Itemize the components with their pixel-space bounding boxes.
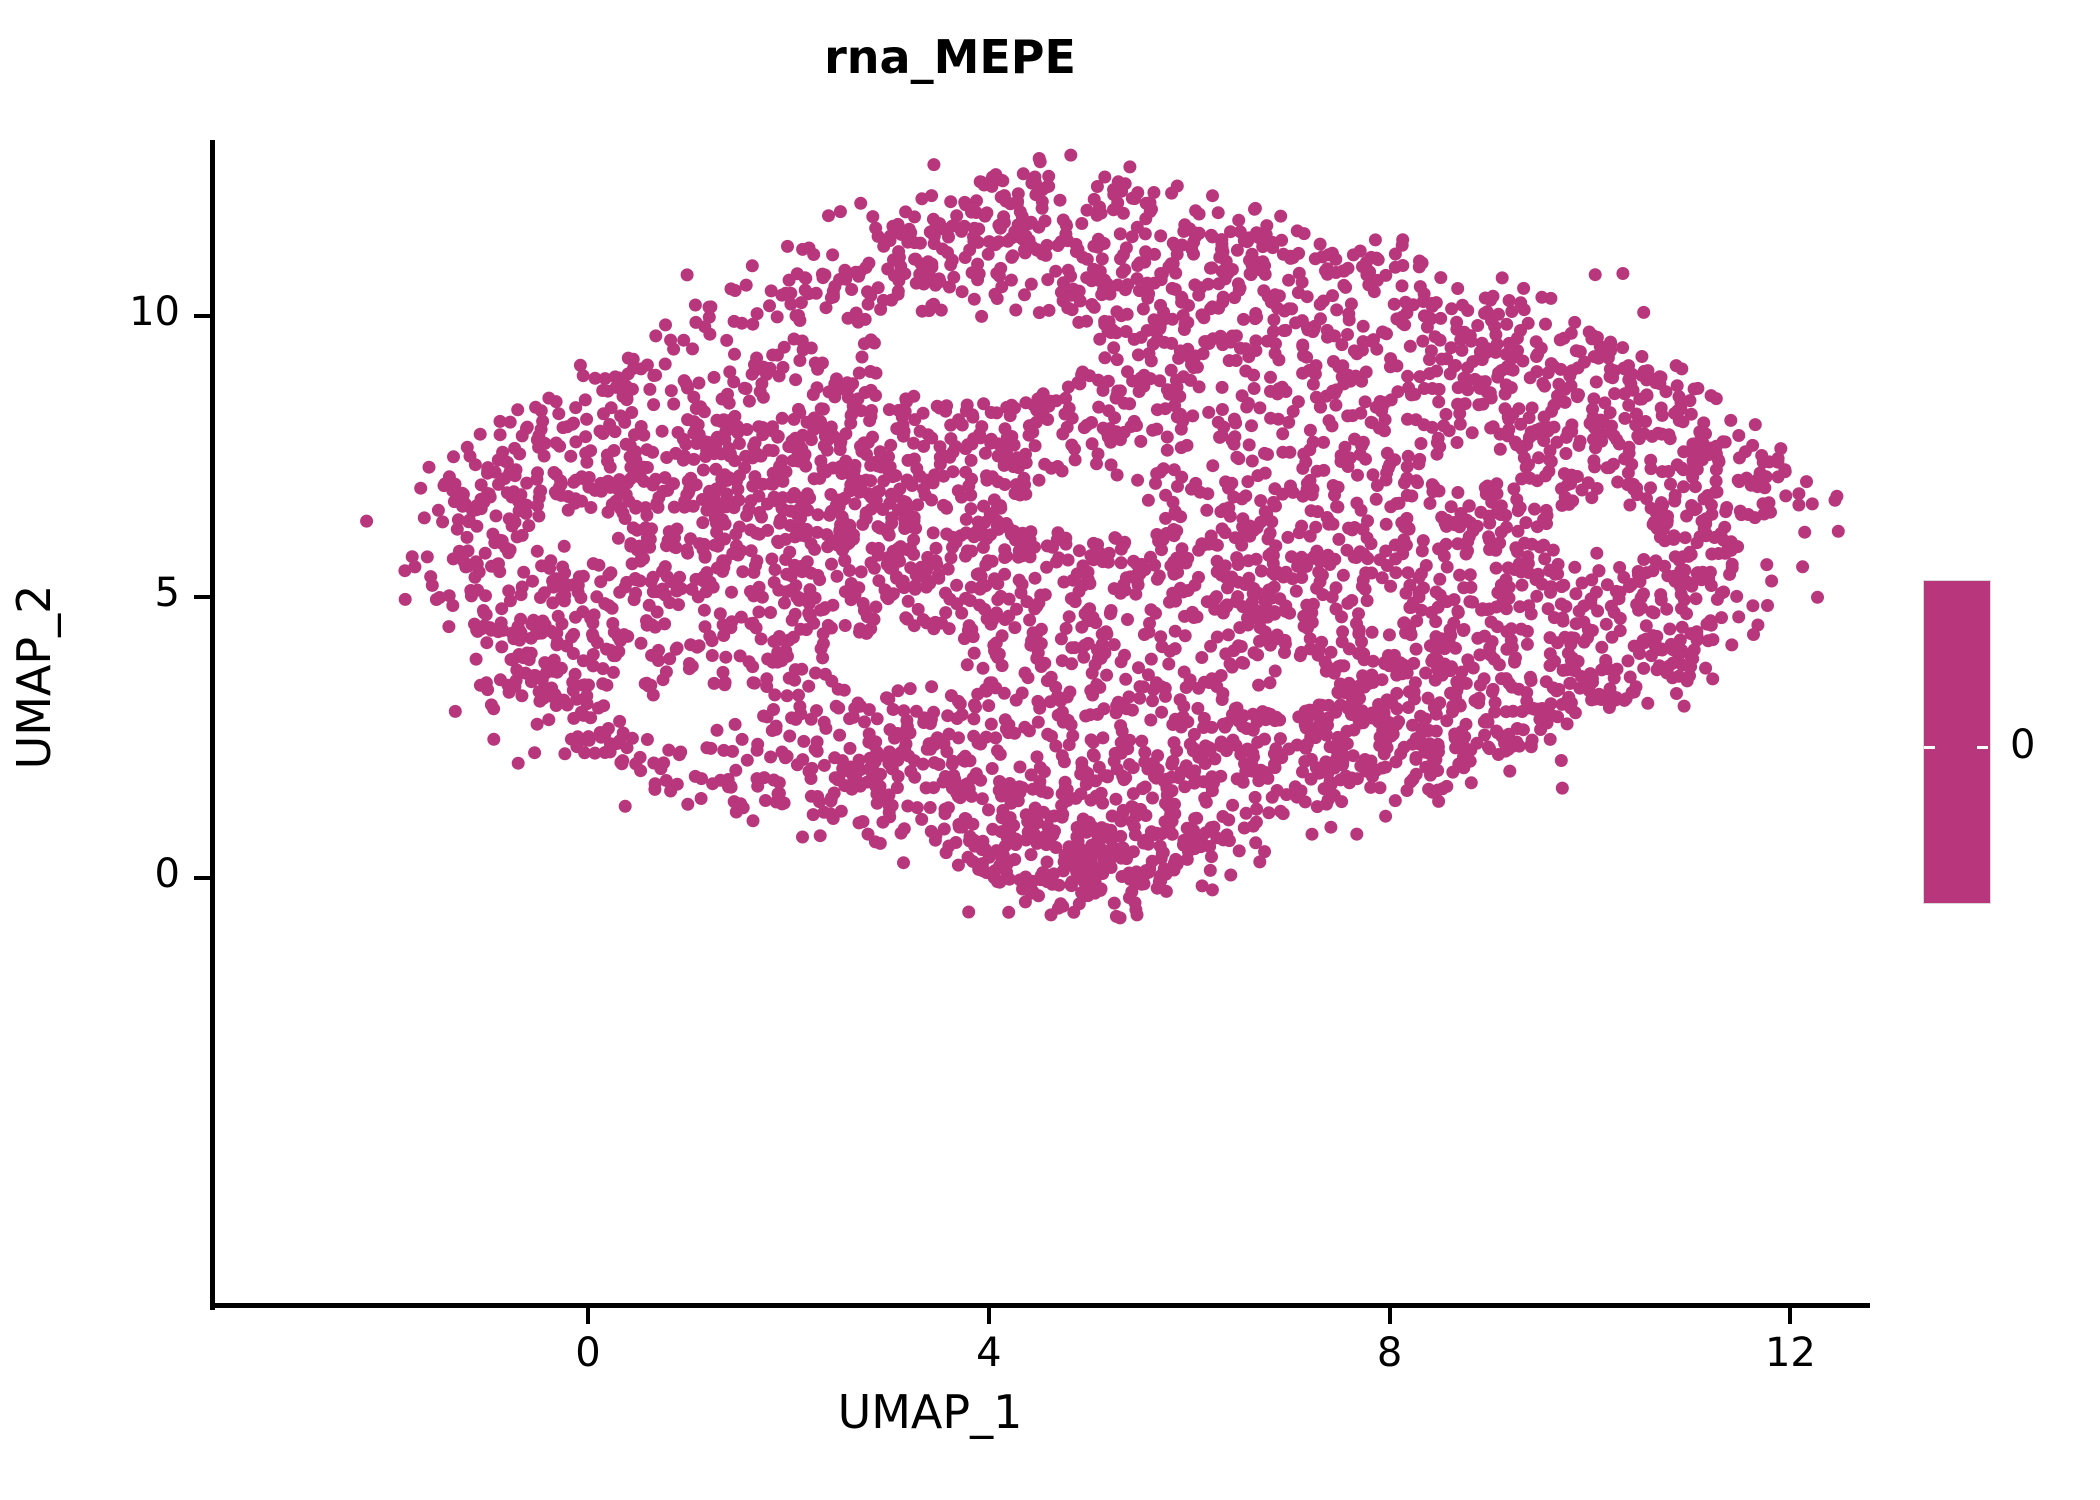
colorbar-tick-left bbox=[1924, 746, 1935, 749]
y-axis-label: UMAP_2 bbox=[7, 584, 61, 770]
y-tick-label: 0 bbox=[154, 851, 180, 897]
y-tick-label: 5 bbox=[154, 570, 180, 616]
x-tick-label: 0 bbox=[575, 1330, 601, 1376]
y-tick-mark bbox=[194, 595, 210, 599]
colorbar-tick-right bbox=[1977, 746, 1988, 749]
x-axis-label: UMAP_1 bbox=[0, 1385, 2100, 1439]
x-axis-label-text: UMAP_1 bbox=[837, 1385, 1023, 1439]
page-title: rna_MEPE bbox=[824, 30, 1076, 84]
x-tick-label: 8 bbox=[1376, 1330, 1403, 1376]
x-tick-label: 12 bbox=[1764, 1330, 1816, 1376]
y-tick-mark bbox=[194, 314, 210, 318]
x-tick-mark bbox=[986, 1308, 991, 1324]
colorbar-tick-label-0: 0 bbox=[2010, 722, 2036, 768]
x-tick-mark bbox=[1387, 1308, 1392, 1324]
y-tick-label: 10 bbox=[129, 289, 180, 335]
x-tick-mark bbox=[586, 1308, 590, 1324]
y-tick-mark bbox=[194, 876, 210, 880]
x-tick-mark bbox=[1788, 1308, 1793, 1324]
colorbar[interactable] bbox=[1923, 580, 1991, 904]
x-axis-spine bbox=[210, 1303, 1870, 1308]
x-tick-label: 4 bbox=[976, 1330, 1002, 1376]
y-axis-spine bbox=[210, 140, 215, 1310]
